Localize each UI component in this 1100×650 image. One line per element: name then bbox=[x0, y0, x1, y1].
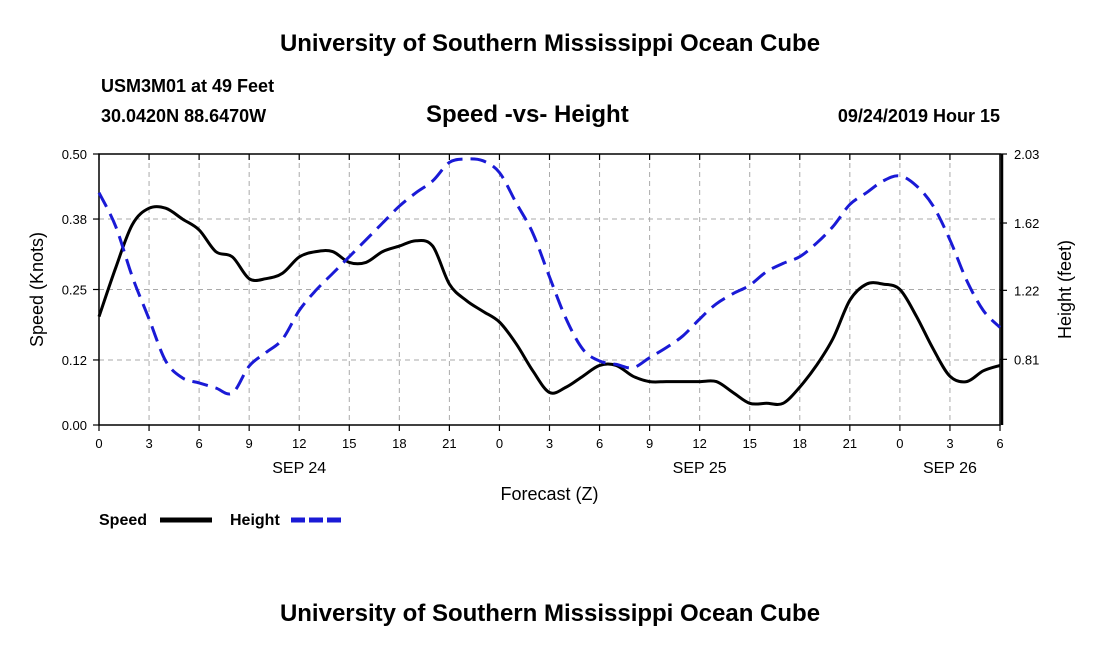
forecast-timestamp: 09/24/2019 Hour 15 bbox=[837, 106, 1000, 126]
y-tick-label: 0.00 bbox=[62, 418, 87, 433]
x-tick-label: 6 bbox=[596, 436, 603, 451]
y-tick-label-right: 2.03 bbox=[1014, 147, 1039, 162]
x-tick-label: 3 bbox=[946, 436, 953, 451]
x-tick-label: 0 bbox=[496, 436, 503, 451]
x-tick-label: 3 bbox=[145, 436, 152, 451]
bottom-title: University of Southern Mississippi Ocean… bbox=[279, 600, 821, 627]
x-tick-label: 18 bbox=[392, 436, 406, 451]
y-tick-label: 0.12 bbox=[62, 353, 87, 368]
x-tick-label: 15 bbox=[742, 436, 756, 451]
x-tick-label: 6 bbox=[195, 436, 202, 451]
x-tick-label: 9 bbox=[246, 436, 253, 451]
chart-title: Speed -vs- Height bbox=[426, 101, 629, 128]
station-name: USM3M01 at 49 Feet bbox=[101, 76, 275, 96]
x-tick-label: 0 bbox=[896, 436, 903, 451]
y-tick-label: 0.25 bbox=[62, 283, 87, 298]
x-tick-label: 12 bbox=[692, 436, 706, 451]
y-axis-label: Speed (Knots) bbox=[27, 232, 47, 347]
x-tick-label: 15 bbox=[342, 436, 356, 451]
y-tick-label: 0.38 bbox=[62, 212, 87, 227]
top-title: University of Southern Mississippi Ocean… bbox=[279, 30, 821, 57]
y-tick-label-right: 1.22 bbox=[1014, 283, 1039, 298]
y-axis-label-right: Height (feet) bbox=[1055, 240, 1075, 339]
legend-label-speed: Speed bbox=[99, 512, 147, 529]
date-label: SEP 25 bbox=[673, 460, 727, 477]
station-location: 30.0420N 88.6470W bbox=[101, 106, 267, 126]
series-line-height bbox=[97, 157, 1002, 396]
series-line-speed bbox=[97, 205, 1001, 406]
x-axis-label: Forecast (Z) bbox=[500, 484, 598, 504]
x-tick-label: 9 bbox=[646, 436, 653, 451]
y-tick-label-right: 1.62 bbox=[1014, 216, 1039, 231]
x-tick-label: 3 bbox=[546, 436, 553, 451]
date-label: SEP 24 bbox=[272, 460, 326, 477]
x-tick-label: 6 bbox=[996, 436, 1003, 451]
y-tick-label-right: 0.81 bbox=[1014, 352, 1039, 367]
x-tick-label: 0 bbox=[95, 436, 102, 451]
x-tick-label: 21 bbox=[843, 436, 857, 451]
legend-label-height: Height bbox=[230, 512, 280, 529]
date-label: SEP 26 bbox=[923, 460, 977, 477]
x-tick-label: 12 bbox=[292, 436, 306, 451]
x-tick-label: 18 bbox=[793, 436, 807, 451]
y-tick-label: 0.50 bbox=[62, 147, 87, 162]
x-tick-label: 21 bbox=[442, 436, 456, 451]
